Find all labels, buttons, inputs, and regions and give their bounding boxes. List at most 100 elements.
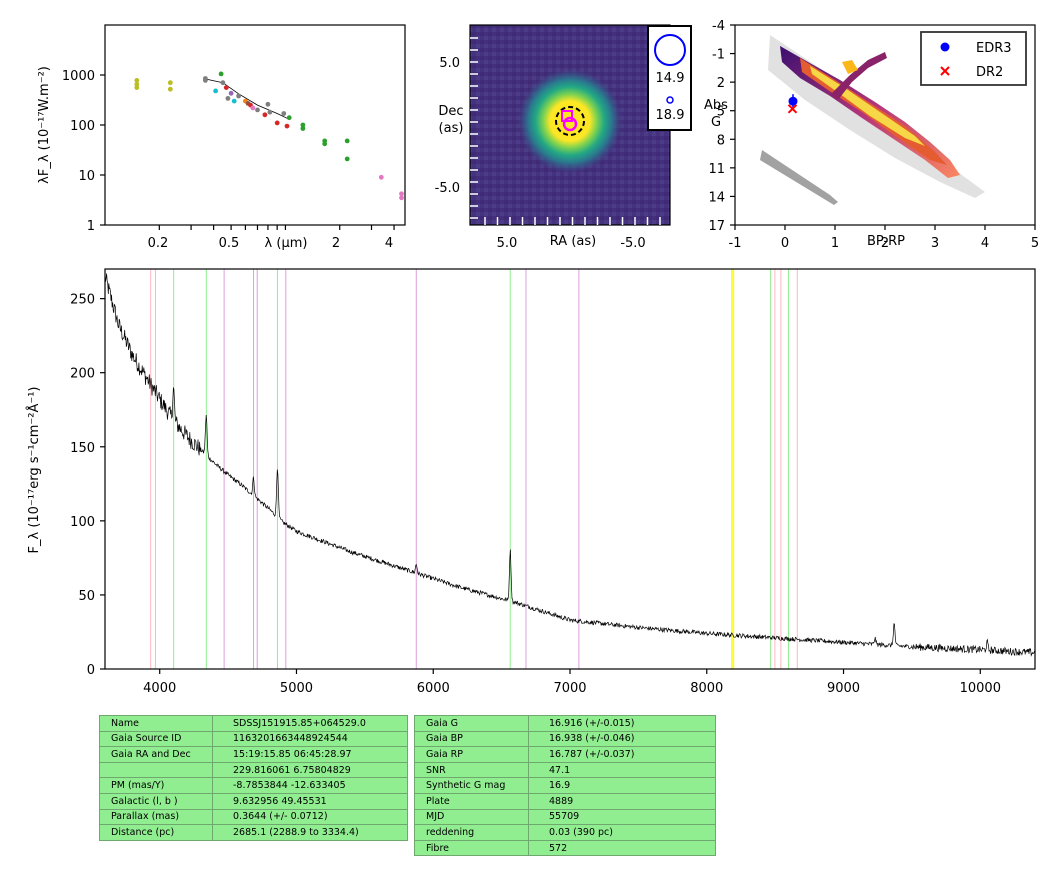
hrd-xtick-label: 1 <box>831 236 839 251</box>
table-value: -8.7853844 -12.633405 <box>212 777 408 794</box>
table-key: reddening <box>414 824 529 841</box>
hrd-legend-edr3-marker <box>940 42 950 52</box>
hrd-legend-dr2-marker <box>940 66 950 76</box>
table-value: 15:19:15.85 06:45:28.97 <box>212 746 408 763</box>
sed-ytick-1: 1 <box>87 219 95 234</box>
sed-point <box>255 107 260 113</box>
hrd-ytick-label: 8 <box>717 133 725 148</box>
sed-point <box>236 93 242 99</box>
hrd-xtick-label: 3 <box>931 236 939 251</box>
image-gaia-square-marker <box>561 110 573 122</box>
table-key: Gaia RP <box>414 746 529 763</box>
table-value: 16.938 (+/-0.046) <box>528 730 716 748</box>
table-value: 47.1 <box>528 761 716 779</box>
spectrum-axes-frame <box>104 268 1036 670</box>
hrd-edr3-point <box>788 96 798 106</box>
spectrum-flux-line <box>104 273 1036 657</box>
spectrum-xtick-label: 9000 <box>827 681 860 696</box>
sed-point <box>223 85 229 90</box>
sed-point <box>167 86 173 92</box>
image-legend-bright-circle <box>654 34 686 66</box>
table-row: Gaia RA and Dec 15:19:15.85 06:45:28.97 <box>99 746 408 763</box>
hrd-xtick-label: 2 <box>881 236 889 251</box>
table-key: Fibre <box>414 839 529 857</box>
hrd-ytick-label: 5 <box>717 105 725 120</box>
sed-point <box>399 195 404 201</box>
sed-y-axis-label: λF_λ (10⁻¹⁷W.m⁻²) <box>37 66 52 184</box>
table-key: Distance (pc) <box>99 824 213 841</box>
image-y-axis-label-1: Dec <box>438 104 463 119</box>
sed-ytick-100: 100 <box>70 119 95 134</box>
table-row: reddening 0.03 (390 pc) <box>414 824 716 841</box>
table-row: Gaia BP 16.938 (+/-0.046) <box>414 730 716 748</box>
table-row: Synthetic G mag 16.9 <box>414 777 716 794</box>
sed-point <box>167 80 173 86</box>
sed-panel: λF_λ (10⁻¹⁷W.m⁻²) λ (μm) 1000 100 10 1 0… <box>37 24 406 251</box>
sed-point <box>281 111 287 116</box>
spectrum-ytick-label: 150 <box>70 441 95 456</box>
hrd-legend-edr3-label: EDR3 <box>976 41 1012 56</box>
table-key: PM (mas/Y) <box>99 777 213 794</box>
hrd-legend-box <box>920 31 1027 86</box>
sed-point <box>262 112 268 118</box>
sed-xtick-0.5: 0.5 <box>219 236 240 251</box>
image-cutout-panel: 5.0 -5.0 Dec (as) 5.0 -5.0 RA (as) 14.9 … <box>435 24 692 251</box>
hrd-legend-dr2-label: DR2 <box>976 65 1003 80</box>
table-key: Gaia RA and Dec <box>99 746 213 763</box>
table-value: 229.816061 6.75804829 <box>212 761 408 779</box>
sed-point <box>322 141 328 147</box>
table-value: 1163201663448924544 <box>212 730 408 748</box>
table-row: Plate 4889 <box>414 792 716 810</box>
sed-point <box>228 90 234 96</box>
image-legend-bright-mag: 14.9 <box>656 71 685 86</box>
spectrum-ytick-label: 0 <box>87 663 95 678</box>
hrd-xtick-label: 0 <box>781 236 789 251</box>
table-key: SNR <box>414 761 529 779</box>
image-xtick-minus5: -5.0 <box>620 236 645 251</box>
sed-point <box>134 82 140 87</box>
spectrum-xtick-label: 7000 <box>553 681 586 696</box>
spectrum-ytick-label: 250 <box>70 293 95 308</box>
table-key: Galactic (l, b ) <box>99 792 213 810</box>
spectrum-ytick-label: 50 <box>78 589 95 604</box>
spectrum-xtick-label: 5000 <box>280 681 313 696</box>
image-xtick-5: 5.0 <box>497 236 518 251</box>
sed-point <box>225 96 231 101</box>
spectrum-xtick-label: 4000 <box>143 681 176 696</box>
info-table-right: Gaia G 16.916 (+/-0.015) Gaia BP 16.938 (+/… <box>414 715 716 857</box>
sed-point <box>267 109 273 115</box>
image-ticks <box>470 37 661 225</box>
hrd-xtick-label: -1 <box>729 236 742 251</box>
sed-point <box>286 115 292 121</box>
hrd-ytick-label: 14 <box>708 190 725 205</box>
spectrum-xtick-label: 6000 <box>417 681 450 696</box>
image-legend-faint-circle <box>666 96 674 104</box>
hrd-density-cloud <box>760 35 985 205</box>
table-key: Name <box>99 715 213 732</box>
hrd-y-axis-label-2: G <box>711 115 721 130</box>
sed-x-axis-label: λ (μm) <box>265 236 308 251</box>
table-value: 2685.1 (2288.9 to 3334.4) <box>212 824 408 841</box>
image-target-ring <box>555 106 585 136</box>
sed-xtick-0.2: 0.2 <box>148 236 169 251</box>
table-row: Gaia Source ID 1163201663448924544 <box>99 730 408 748</box>
table-value: 0.3644 (+/- 0.0712) <box>212 808 408 826</box>
image-legend-box <box>647 25 692 131</box>
table-row: Distance (pc) 2685.1 (2288.9 to 3334.4) <box>99 824 408 841</box>
table-key: Parallax (mas) <box>99 808 213 826</box>
spectrum-panel: 0 50 100 150 200 250 4000 5000 6000 7000 8000 9000… <box>26 268 1036 696</box>
sed-xtick-4: 4 <box>385 236 393 251</box>
table-row: Name SDSSJ151915.85+064529.0 <box>99 715 408 732</box>
table-key: Synthetic G mag <box>414 777 529 794</box>
table-key: Gaia G <box>414 715 529 732</box>
table-row: MJD 55709 <box>414 808 716 826</box>
table-row: Fibre 572 <box>414 839 716 857</box>
spectrum-xtick-label: 10000 <box>960 681 1001 696</box>
table-key: Gaia Source ID <box>99 730 213 748</box>
spectrum-ytick-label: 200 <box>70 367 95 382</box>
hrd-xtick-label: 4 <box>981 236 989 251</box>
table-value: SDSSJ151915.85+064529.0 <box>212 715 408 732</box>
sed-point <box>231 98 237 104</box>
table-value: 572 <box>528 839 716 857</box>
hrd-ytick-label: 17 <box>708 219 725 234</box>
